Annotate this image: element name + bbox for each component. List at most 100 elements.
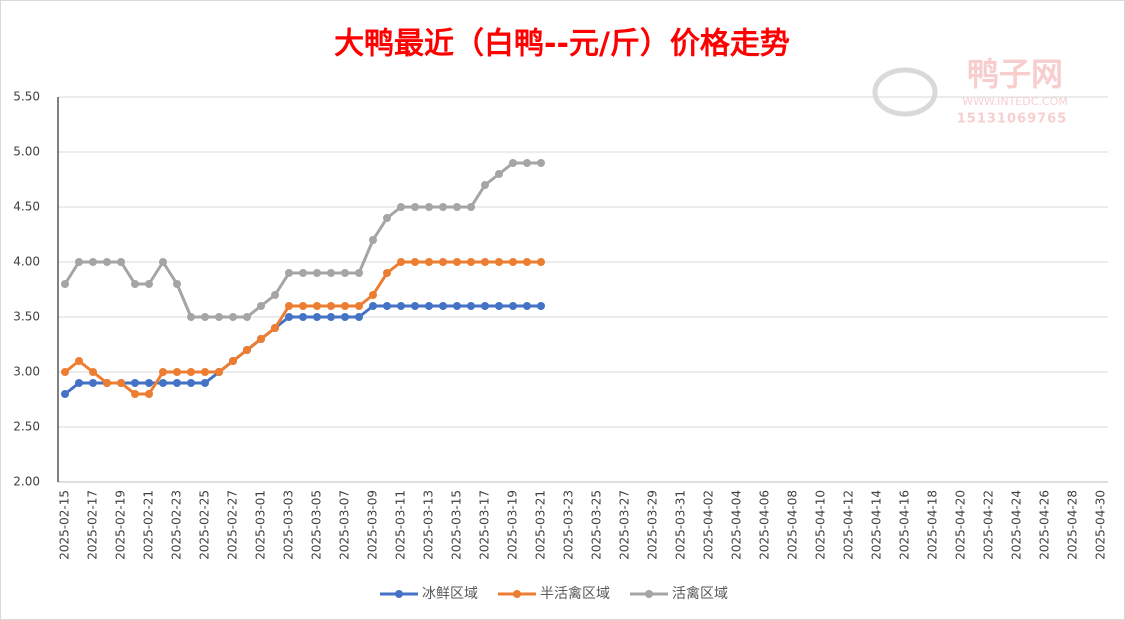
data-point [327, 302, 335, 310]
legend-item: 半活禽区域 [498, 585, 610, 602]
data-point [467, 302, 475, 310]
data-point [369, 291, 377, 299]
legend-marker [513, 590, 521, 598]
data-point [383, 214, 391, 222]
y-tick-label: 4.50 [13, 200, 40, 214]
legend-label: 半活禽区域 [540, 585, 610, 602]
legend-label: 活禽区域 [672, 585, 728, 602]
data-point [509, 302, 517, 310]
data-point [257, 302, 265, 310]
x-tick-label: 2025-04-14 [870, 490, 884, 560]
data-point [131, 280, 139, 288]
data-point [145, 379, 153, 387]
data-point [495, 170, 503, 178]
data-point [61, 368, 69, 376]
x-tick-label: 2025-02-23 [170, 490, 184, 560]
data-point [173, 368, 181, 376]
data-point [173, 280, 181, 288]
data-point [271, 291, 279, 299]
data-point [453, 203, 461, 211]
data-point [117, 258, 125, 266]
data-point [495, 258, 503, 266]
data-point [481, 258, 489, 266]
x-tick-label: 2025-03-27 [618, 490, 632, 560]
data-point [145, 390, 153, 398]
data-point [313, 302, 321, 310]
data-point [187, 313, 195, 321]
data-point [173, 379, 181, 387]
watermark-url: WWW.INTEDC.COM [962, 95, 1067, 108]
x-tick-label: 2025-03-31 [674, 490, 688, 560]
data-point [215, 368, 223, 376]
data-point [313, 313, 321, 321]
watermark-logo [872, 67, 938, 117]
data-point [327, 269, 335, 277]
data-point [215, 313, 223, 321]
data-point [201, 368, 209, 376]
data-point [383, 302, 391, 310]
data-point [425, 258, 433, 266]
x-tick-label: 2025-04-16 [898, 490, 912, 560]
x-tick-label: 2025-02-19 [114, 490, 128, 560]
y-tick-label: 2.50 [13, 420, 40, 434]
data-point [201, 379, 209, 387]
x-tick-label: 2025-04-18 [926, 490, 940, 560]
x-tick-label: 2025-04-20 [954, 490, 968, 560]
data-point [327, 313, 335, 321]
data-point [299, 313, 307, 321]
watermark-brand: 鸭子网 [967, 55, 1063, 93]
watermark-phone: 15131069765 [957, 112, 1068, 127]
data-point [285, 269, 293, 277]
legend-item: 活禽区域 [630, 585, 728, 602]
data-point [187, 379, 195, 387]
data-point [201, 313, 209, 321]
data-point [89, 258, 97, 266]
x-tick-label: 2025-03-11 [394, 490, 408, 560]
data-point [243, 313, 251, 321]
data-point [89, 379, 97, 387]
data-point [117, 379, 125, 387]
data-point [509, 159, 517, 167]
data-point [467, 258, 475, 266]
data-point [61, 390, 69, 398]
data-point [439, 203, 447, 211]
data-point [159, 258, 167, 266]
data-point [61, 280, 69, 288]
data-point [299, 269, 307, 277]
x-tick-label: 2025-03-03 [282, 490, 296, 560]
data-point [75, 357, 83, 365]
data-point [537, 159, 545, 167]
x-tick-label: 2025-03-01 [254, 490, 268, 560]
data-point [439, 258, 447, 266]
x-tick-label: 2025-04-04 [730, 490, 744, 560]
x-tick-label: 2025-03-15 [450, 490, 464, 560]
watermark: 鸭子网 WWW.INTEDC.COM 15131069765 [872, 55, 1068, 127]
data-point [285, 302, 293, 310]
x-tick-label: 2025-03-21 [534, 490, 548, 560]
data-point [425, 203, 433, 211]
data-point [355, 313, 363, 321]
data-point [523, 258, 531, 266]
legend-marker [395, 590, 403, 598]
data-point [341, 313, 349, 321]
data-point [75, 379, 83, 387]
x-tick-label: 2025-03-07 [338, 490, 352, 560]
data-point [481, 181, 489, 189]
data-point [89, 368, 97, 376]
x-tick-label: 2025-04-02 [702, 490, 716, 560]
data-point [159, 368, 167, 376]
y-tick-label: 5.00 [13, 145, 40, 159]
data-point [103, 258, 111, 266]
data-point [523, 302, 531, 310]
data-point [75, 258, 83, 266]
data-point [411, 203, 419, 211]
data-point [229, 313, 237, 321]
data-point [467, 203, 475, 211]
x-tick-label: 2025-02-15 [58, 490, 72, 560]
data-point [355, 269, 363, 277]
data-point [411, 258, 419, 266]
x-tick-label: 2025-04-24 [1010, 490, 1024, 560]
data-point [509, 258, 517, 266]
data-point [299, 302, 307, 310]
